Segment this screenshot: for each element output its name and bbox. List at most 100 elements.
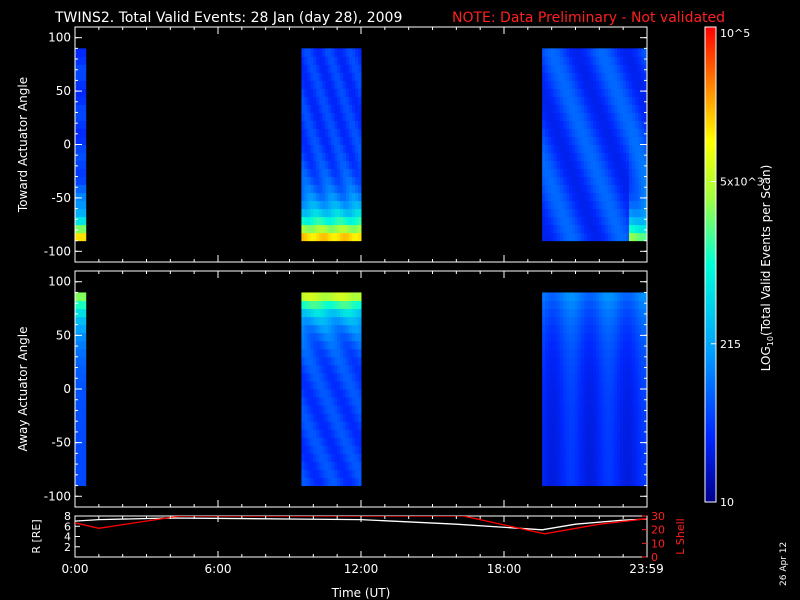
away-cell: [355, 332, 359, 342]
l-shell-axis-label: L Shell: [674, 518, 687, 554]
away-cell: [301, 316, 305, 326]
toward-cell: [319, 232, 323, 242]
away-cell: [328, 413, 332, 422]
toward-cell: [557, 112, 561, 121]
toward-cell: [551, 56, 555, 65]
away-cell: [596, 429, 600, 438]
toward-cell: [602, 72, 606, 81]
toward-cell: [554, 88, 558, 97]
away-cell: [313, 332, 317, 342]
away-cell: [337, 372, 341, 382]
toward-cell: [587, 80, 591, 89]
toward-cell: [83, 112, 87, 121]
away-cell: [346, 332, 350, 342]
toward-cell: [322, 200, 326, 210]
toward-cell: [569, 128, 573, 137]
away-cell: [313, 308, 317, 318]
away-cell: [542, 445, 546, 454]
toward-cell: [617, 192, 621, 202]
toward-cell: [587, 168, 591, 178]
toward-cell: [641, 232, 645, 242]
away-cell: [608, 405, 612, 414]
away-cell: [313, 429, 317, 438]
toward-cell: [80, 72, 84, 81]
away-cell: [620, 300, 624, 310]
away-cell: [545, 332, 549, 342]
away-cell: [644, 469, 648, 478]
away-cell: [581, 308, 585, 318]
away-cell: [563, 389, 567, 398]
away-cell: [569, 348, 573, 358]
away-cell: [611, 421, 615, 430]
toward-cell: [599, 96, 603, 105]
toward-cell: [358, 168, 362, 178]
away-cell: [605, 397, 609, 406]
away-cell: [331, 308, 335, 318]
toward-cell: [575, 232, 579, 242]
away-cell: [569, 356, 573, 366]
toward-cell: [75, 168, 79, 178]
toward-cell: [557, 184, 561, 194]
toward-cell: [644, 168, 648, 178]
away-cell: [334, 356, 338, 366]
away-cell: [316, 421, 320, 430]
toward-cell: [545, 128, 549, 137]
away-cell: [548, 413, 552, 422]
toward-cell: [581, 88, 585, 97]
away-cell: [575, 453, 579, 462]
toward-cell: [593, 168, 597, 178]
away-cell: [325, 292, 329, 301]
toward-cell: [566, 208, 570, 218]
toward-cell: [623, 216, 627, 226]
away-cell: [617, 332, 621, 342]
away-cell: [334, 421, 338, 430]
toward-cell: [605, 208, 609, 218]
orbit-right-tick-label: 20: [651, 524, 665, 537]
away-cell: [632, 340, 636, 350]
away-cell: [623, 324, 627, 334]
away-cell: [346, 429, 350, 438]
toward-cell: [313, 168, 317, 178]
away-cell: [340, 308, 344, 318]
away-cell: [310, 292, 314, 301]
toward-cell: [593, 208, 597, 218]
away-cell: [599, 453, 603, 462]
away-cell: [614, 324, 618, 334]
away-cell: [617, 469, 621, 478]
toward-cell: [316, 112, 320, 121]
away-cell: [557, 421, 561, 430]
toward-cell: [578, 216, 582, 226]
away-cell: [355, 413, 359, 422]
away-cell: [80, 429, 84, 438]
toward-cell: [310, 72, 314, 81]
away-cell: [349, 316, 353, 326]
toward-cell: [349, 176, 353, 186]
away-cell: [623, 292, 627, 301]
away-cell: [632, 429, 636, 438]
toward-cell: [334, 112, 338, 121]
away-cell: [328, 324, 332, 334]
toward-cell: [626, 88, 630, 97]
away-cell: [301, 429, 305, 438]
toward-cell: [590, 96, 594, 105]
away-cell: [572, 372, 576, 382]
toward-cell: [313, 96, 317, 105]
away-cell: [325, 348, 329, 358]
toward-cell: [608, 88, 612, 97]
toward-cell: [605, 160, 609, 170]
toward-cell: [563, 200, 567, 210]
away-cell: [596, 397, 600, 406]
away-cell: [611, 477, 615, 487]
toward-cell: [560, 80, 564, 89]
toward-cell: [605, 200, 609, 210]
toward-data-block: [542, 48, 648, 242]
away-cell: [313, 469, 317, 478]
away-cell: [641, 308, 645, 318]
toward-cell: [331, 88, 335, 97]
toward-cell: [617, 96, 621, 105]
toward-cell: [590, 216, 594, 226]
away-cell: [331, 421, 335, 430]
away-cell: [584, 356, 588, 366]
toward-cell: [605, 120, 609, 129]
toward-cell: [602, 160, 606, 170]
